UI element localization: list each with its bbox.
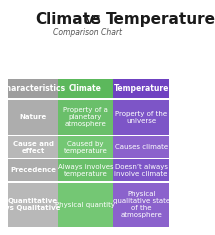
Text: Property of a
planetary
atmosphere: Property of a planetary atmosphere bbox=[63, 107, 108, 127]
FancyBboxPatch shape bbox=[8, 78, 58, 98]
Text: Climate: Climate bbox=[35, 12, 101, 27]
FancyBboxPatch shape bbox=[113, 99, 169, 135]
FancyBboxPatch shape bbox=[58, 136, 112, 158]
Text: Cause and
effect: Cause and effect bbox=[12, 141, 54, 154]
FancyBboxPatch shape bbox=[8, 159, 58, 181]
Text: Property of the
universe: Property of the universe bbox=[115, 111, 167, 124]
Text: Temperature: Temperature bbox=[114, 84, 169, 93]
Text: Quantitative
vs Qualitative: Quantitative vs Qualitative bbox=[5, 198, 61, 211]
FancyBboxPatch shape bbox=[58, 78, 112, 98]
Text: vs: vs bbox=[84, 12, 101, 27]
Text: Caused by
temperature: Caused by temperature bbox=[64, 141, 107, 154]
FancyBboxPatch shape bbox=[58, 183, 112, 227]
FancyBboxPatch shape bbox=[113, 183, 169, 227]
Text: Physical quantity: Physical quantity bbox=[55, 202, 115, 208]
FancyBboxPatch shape bbox=[8, 183, 58, 227]
FancyBboxPatch shape bbox=[113, 136, 169, 158]
Text: Doesn’t always
involve climate: Doesn’t always involve climate bbox=[114, 164, 168, 177]
FancyBboxPatch shape bbox=[58, 159, 112, 181]
FancyBboxPatch shape bbox=[8, 99, 58, 135]
Text: Climate: Climate bbox=[69, 84, 102, 93]
Text: Precedence: Precedence bbox=[10, 168, 56, 173]
Text: Characteristics: Characteristics bbox=[0, 84, 66, 93]
FancyBboxPatch shape bbox=[113, 78, 169, 98]
Text: Always involves
temperature: Always involves temperature bbox=[58, 164, 113, 177]
Text: Comparison Chart: Comparison Chart bbox=[53, 28, 122, 37]
Text: Causes climate: Causes climate bbox=[115, 144, 168, 150]
FancyBboxPatch shape bbox=[58, 99, 112, 135]
Text: Temperature: Temperature bbox=[106, 12, 215, 27]
Text: Physical
qualitative state
of the
atmosphere: Physical qualitative state of the atmosp… bbox=[113, 191, 170, 218]
Text: Nature: Nature bbox=[19, 114, 47, 120]
FancyBboxPatch shape bbox=[113, 159, 169, 181]
FancyBboxPatch shape bbox=[8, 136, 58, 158]
